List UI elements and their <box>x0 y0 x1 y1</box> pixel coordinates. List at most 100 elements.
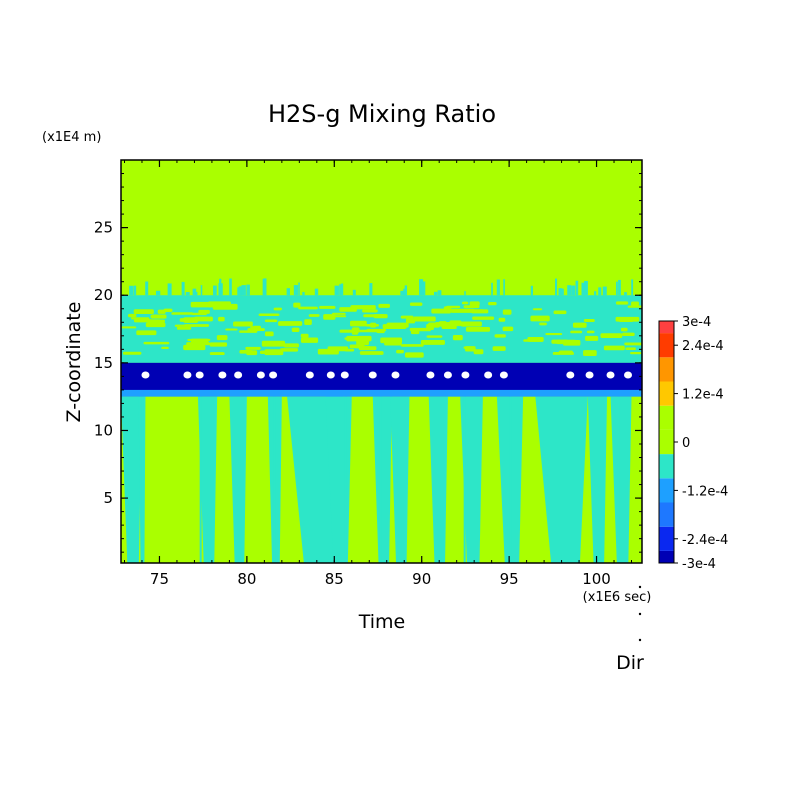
contour-spike <box>145 281 149 296</box>
contour-spike <box>181 281 185 296</box>
contour-island <box>355 345 371 349</box>
contour-island <box>216 335 228 341</box>
contour-island <box>273 307 282 311</box>
contour-island <box>366 328 387 332</box>
contour-spike <box>602 286 607 296</box>
contour-streak <box>535 396 588 563</box>
contour-spike <box>334 285 339 296</box>
contour-island <box>198 309 210 314</box>
contour-island <box>157 309 166 314</box>
y-unit-label: (x1E4 m) <box>42 130 101 145</box>
contour-island <box>264 319 278 323</box>
contour-island <box>431 308 451 314</box>
contour-island <box>218 316 225 322</box>
contour-island <box>627 305 642 308</box>
y-tick-label: 10 <box>94 421 113 439</box>
contour-spike <box>293 285 299 296</box>
contour-island <box>426 335 443 338</box>
x-unit-label: (x1E6 sec) <box>583 590 652 605</box>
contour-min-spot <box>195 371 204 379</box>
contour-island <box>233 321 253 327</box>
colorbar-segment <box>659 357 674 382</box>
contour-spike <box>200 285 203 296</box>
contour-spike <box>631 279 634 296</box>
contour-island <box>176 326 192 330</box>
contour-spike <box>558 288 563 296</box>
contour-island <box>190 301 212 308</box>
contour-island <box>308 314 320 317</box>
x-tick-label: 95 <box>500 570 519 588</box>
contour-island <box>280 348 299 352</box>
contour-streak <box>610 396 632 563</box>
contour-island <box>208 301 231 308</box>
contour-island <box>300 337 319 343</box>
contour-spike <box>554 278 558 296</box>
contour-island <box>410 330 420 335</box>
y-axis-label: Z-coordinate <box>63 302 85 423</box>
contour-island <box>539 322 547 326</box>
contour-island <box>350 320 367 327</box>
x-tick-label: 90 <box>412 570 431 588</box>
contour-spike <box>594 291 597 296</box>
contour-island <box>174 324 196 327</box>
colorbar-segment <box>659 478 674 503</box>
contour-min-spot <box>256 371 265 379</box>
contour-island <box>225 328 238 331</box>
colorbar-segment <box>659 381 674 406</box>
contour-island <box>631 301 639 307</box>
contour-spike <box>237 287 240 296</box>
contour-island <box>615 316 640 322</box>
contour-streak <box>229 396 247 563</box>
contour-spike <box>582 291 587 296</box>
contour-island <box>570 330 583 334</box>
contour-island <box>258 313 280 316</box>
contour-streak <box>390 396 410 563</box>
contour-line <box>344 396 347 563</box>
x-axis: 75 80 85 90 95 100 <box>123 160 633 588</box>
contour-spike <box>434 291 438 296</box>
contour-min-spot <box>218 371 227 379</box>
colorbar: 3e-4 2.4e-4 1.2e-4 0 -1.2e-4 -2.4e-4 -3e-4 <box>658 315 728 572</box>
contour-island <box>344 337 366 340</box>
contour-island <box>264 349 284 356</box>
contour-spike <box>496 279 500 296</box>
contour-island <box>532 308 543 311</box>
contour-island <box>441 323 457 329</box>
colorbar-segment <box>659 429 674 455</box>
contour-spike <box>421 281 426 296</box>
contour-spike <box>616 281 618 296</box>
contour-island <box>365 323 380 327</box>
contour-island <box>133 309 154 314</box>
contour-spike <box>571 285 576 296</box>
contour-min-spot <box>484 371 493 379</box>
colorbar-label: -2.4e-4 <box>682 533 728 548</box>
colorbar-label: 1.2e-4 <box>682 388 724 403</box>
contour-island <box>128 313 137 318</box>
contour-min-spot <box>269 371 278 379</box>
contour-spike <box>133 285 137 296</box>
contour-min-spot <box>426 371 435 379</box>
contour-island <box>300 333 309 338</box>
colorbar-label: 2.4e-4 <box>682 339 724 354</box>
y-tick-label: 5 <box>103 489 113 507</box>
contour-line <box>617 396 620 563</box>
contour-island <box>278 321 303 326</box>
contour-island <box>131 317 150 320</box>
contour-island <box>239 330 258 333</box>
contour-line <box>273 396 276 563</box>
contour-island <box>150 314 167 319</box>
contour-spike <box>624 292 627 296</box>
contour-spike <box>567 285 572 296</box>
contour-island <box>600 333 623 339</box>
contour-island <box>339 307 357 312</box>
contour-island <box>328 315 347 318</box>
contour-island <box>291 327 300 332</box>
colorbar-segment <box>659 454 674 479</box>
contour-island <box>409 302 423 306</box>
contour-island <box>409 327 431 332</box>
contour-spike <box>598 287 602 296</box>
plot-frame <box>120 159 643 564</box>
contour-island <box>136 330 157 336</box>
colorbar-segment <box>659 526 674 551</box>
y-axis: 5 10 15 20 25 <box>94 173 642 553</box>
